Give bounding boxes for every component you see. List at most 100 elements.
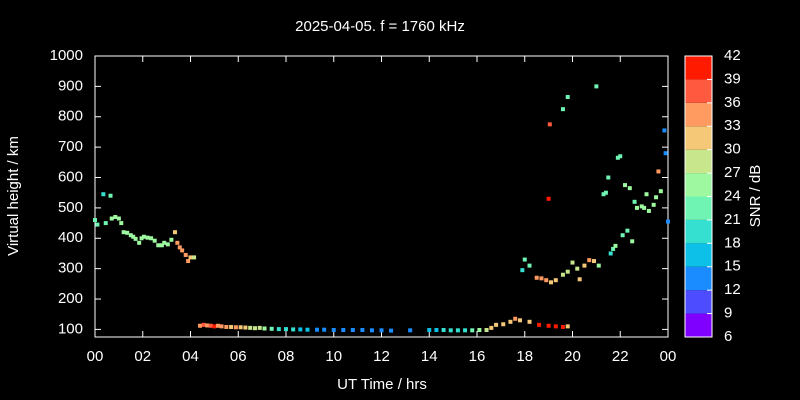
point xyxy=(639,204,644,209)
point xyxy=(625,228,630,233)
x-tick-label: 16 xyxy=(469,348,486,365)
point xyxy=(369,328,374,333)
point xyxy=(634,205,639,210)
point xyxy=(186,259,191,264)
x-tick-label: 18 xyxy=(516,348,533,365)
point xyxy=(322,327,327,332)
colorbar-tick-label: 6 xyxy=(724,328,732,345)
point xyxy=(587,258,592,263)
point xyxy=(644,192,649,197)
point xyxy=(284,327,288,332)
point xyxy=(501,322,506,327)
point xyxy=(177,245,182,250)
point xyxy=(611,246,616,251)
point xyxy=(613,243,618,248)
point xyxy=(238,325,243,330)
point xyxy=(455,328,460,333)
colorbar-tick-label: 9 xyxy=(724,305,732,322)
point xyxy=(201,322,206,327)
point xyxy=(654,195,659,200)
point xyxy=(113,215,118,220)
y-tick-label: 500 xyxy=(58,199,83,216)
x-tick-label: 10 xyxy=(325,348,342,365)
point xyxy=(131,234,136,239)
point xyxy=(269,326,274,331)
point xyxy=(577,277,582,282)
point xyxy=(651,202,656,207)
point xyxy=(646,208,651,213)
point xyxy=(350,328,355,333)
y-tick-label: 300 xyxy=(58,260,83,277)
point xyxy=(441,328,446,333)
point xyxy=(109,216,114,221)
colorbar-band xyxy=(685,219,712,244)
point xyxy=(427,328,432,333)
point xyxy=(618,154,623,159)
point xyxy=(537,322,542,327)
point xyxy=(603,190,608,195)
point xyxy=(522,257,527,262)
point xyxy=(156,243,161,248)
point xyxy=(547,122,552,127)
point xyxy=(121,230,126,235)
point xyxy=(666,219,670,224)
point xyxy=(139,236,144,241)
chart-title: 2025-04-05. f = 1760 kHz xyxy=(295,18,465,35)
colorbar-band xyxy=(685,196,712,220)
colorbar-band xyxy=(685,313,712,337)
point xyxy=(212,324,217,329)
point xyxy=(663,151,668,156)
point xyxy=(484,328,489,333)
point xyxy=(224,324,229,329)
x-tick-label: 02 xyxy=(134,348,151,365)
point xyxy=(630,239,635,244)
point xyxy=(623,183,628,188)
point xyxy=(165,242,170,247)
point xyxy=(513,316,518,321)
point xyxy=(544,278,549,283)
point xyxy=(257,325,262,330)
point xyxy=(608,251,613,256)
point xyxy=(565,95,570,100)
point xyxy=(219,324,224,329)
point xyxy=(517,318,522,323)
point xyxy=(103,221,108,226)
point xyxy=(125,230,130,235)
y-tick-label: 700 xyxy=(58,138,83,155)
colorbar-band xyxy=(685,243,712,267)
point xyxy=(172,230,177,235)
point xyxy=(546,323,551,328)
point xyxy=(527,319,532,324)
point xyxy=(546,196,551,201)
colorbar-tick-label: 30 xyxy=(724,141,741,158)
point xyxy=(642,205,647,210)
point xyxy=(360,328,365,333)
colorbar-band xyxy=(685,79,712,103)
colorbar-tick-label: 15 xyxy=(724,258,741,275)
colorbar-tick-label: 24 xyxy=(724,187,741,204)
colorbar-tick-label: 33 xyxy=(724,117,741,134)
point xyxy=(575,266,580,271)
colorbar-band xyxy=(685,56,712,80)
point xyxy=(594,84,599,89)
point xyxy=(570,260,575,265)
colorbar-label: SNR / dB xyxy=(747,165,764,228)
point xyxy=(248,325,253,330)
x-tick-label: 06 xyxy=(230,348,247,365)
point xyxy=(175,240,180,245)
x-tick-label: 08 xyxy=(278,348,295,365)
point xyxy=(553,278,558,283)
point xyxy=(565,324,570,329)
y-tick-label: 400 xyxy=(58,229,83,246)
x-tick-label: 20 xyxy=(564,348,581,365)
colorbar-band xyxy=(685,173,712,197)
point xyxy=(149,236,154,241)
point xyxy=(560,324,565,329)
point xyxy=(183,252,188,257)
point xyxy=(169,237,174,242)
point xyxy=(152,238,157,243)
point xyxy=(159,243,164,248)
point xyxy=(145,235,150,240)
